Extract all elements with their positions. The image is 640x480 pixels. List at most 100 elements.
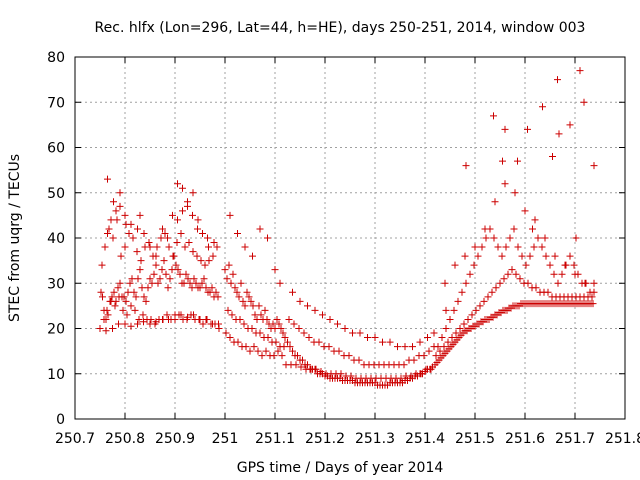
data-point [294, 352, 301, 360]
data-point [425, 347, 433, 355]
data-point [222, 329, 230, 337]
data-point [522, 261, 530, 269]
data-point [276, 279, 284, 287]
data-point [157, 234, 165, 242]
data-point [190, 311, 197, 319]
data-point [285, 315, 293, 323]
data-point [134, 275, 142, 283]
y-tick-label: 80 [47, 50, 65, 66]
data-point [491, 198, 499, 206]
data-point [410, 356, 418, 364]
data-point [454, 297, 462, 305]
data-point [319, 311, 326, 319]
data-point [182, 270, 190, 278]
data-point [311, 306, 319, 314]
data-point [550, 270, 558, 278]
data-point [315, 338, 323, 346]
data-point [231, 284, 239, 292]
data-point [549, 153, 556, 161]
data-point [194, 225, 201, 233]
data-point [186, 279, 194, 287]
data-point [193, 252, 201, 260]
data-point [152, 261, 160, 269]
x-tick-label: 250.8 [105, 431, 145, 447]
data-point [229, 270, 237, 278]
data-point [208, 284, 216, 292]
data-point [137, 257, 145, 265]
data-point [248, 325, 256, 332]
y-axis-label: STEC from uqrg / TECUs [7, 154, 23, 322]
data-point [159, 225, 166, 233]
data-point [476, 302, 484, 310]
data-point [122, 297, 130, 305]
data-point [256, 225, 264, 233]
data-point [468, 311, 476, 319]
data-point [110, 198, 117, 206]
data-point [206, 288, 214, 296]
data-point [108, 293, 116, 301]
data-point [501, 180, 509, 188]
data-point [504, 270, 512, 278]
data-point [401, 343, 409, 351]
data-point [171, 315, 179, 323]
data-point [184, 275, 192, 283]
grid-lines [75, 57, 625, 419]
data-point [490, 234, 498, 242]
data-point [590, 162, 598, 170]
data-point [551, 252, 559, 260]
data-point [566, 121, 574, 129]
data-point [580, 98, 588, 106]
data-point [250, 343, 258, 351]
data-points [96, 67, 598, 389]
data-point [110, 288, 118, 296]
data-point [140, 318, 147, 326]
data-point [496, 279, 504, 287]
data-point [209, 320, 216, 328]
data-point [524, 125, 531, 133]
data-point [261, 306, 269, 314]
data-point [164, 234, 171, 242]
data-point [273, 315, 281, 323]
data-point [242, 343, 250, 351]
data-point [190, 275, 198, 283]
data-point [542, 252, 550, 260]
data-point [246, 347, 254, 355]
data-point [172, 261, 180, 269]
data-point [154, 279, 162, 287]
data-point [169, 211, 176, 219]
y-tick-label: 60 [47, 141, 65, 157]
data-point [461, 252, 469, 260]
data-point [478, 243, 486, 251]
data-point [162, 270, 170, 278]
data-point [290, 320, 298, 328]
data-point [289, 347, 296, 355]
data-point [240, 320, 248, 328]
data-point [272, 338, 280, 346]
data-point [555, 130, 563, 138]
data-point [223, 275, 231, 283]
data-point [312, 365, 320, 373]
data-point [226, 334, 234, 342]
data-point [458, 288, 466, 296]
data-point [271, 266, 279, 274]
data-point [271, 325, 279, 332]
x-tick-label: 251 [212, 431, 239, 447]
data-point [462, 162, 470, 170]
data-point [198, 279, 206, 287]
data-point [400, 361, 408, 369]
data-point [524, 279, 532, 287]
data-point [317, 367, 325, 375]
data-point [427, 365, 435, 373]
data-point [371, 334, 379, 342]
data-point [444, 338, 452, 346]
data-point [177, 311, 185, 319]
data-point [424, 334, 431, 342]
data-point [257, 311, 265, 319]
data-point [121, 320, 129, 328]
data-point [136, 211, 144, 219]
data-point [256, 329, 264, 337]
data-point [538, 243, 546, 251]
data-point [169, 252, 177, 260]
data-point [165, 315, 172, 323]
data-point [531, 216, 539, 224]
